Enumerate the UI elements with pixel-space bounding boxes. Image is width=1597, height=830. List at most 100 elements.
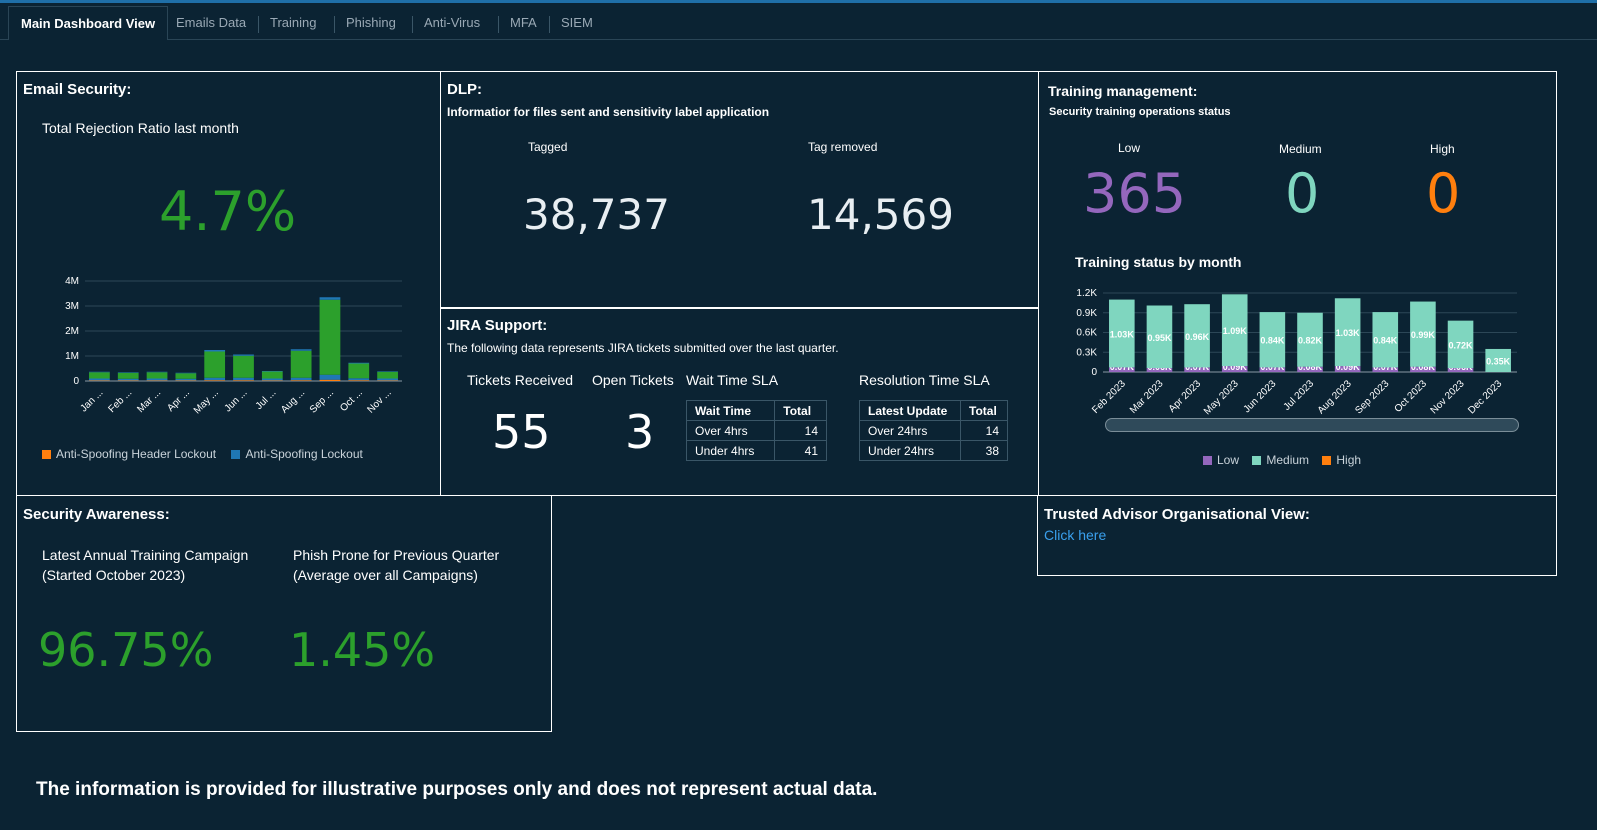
data-label: 0.84K: [1260, 336, 1285, 346]
y-tick-label: 4M: [65, 276, 79, 287]
tab-main-dashboard[interactable]: Main Dashboard View: [8, 6, 169, 40]
training-management-panel: Training management: Security training o…: [1038, 71, 1557, 496]
phish-prone-label: Phish Prone for Previous Quarter (Averag…: [293, 545, 499, 585]
high-value: 0: [1426, 162, 1461, 225]
bar-segment: [1334, 366, 1361, 372]
table-row: Over 4hrs 14: [685, 420, 827, 441]
disclaimer-footer: The information is provided for illustra…: [36, 779, 878, 800]
training-chart-title: Training status by month: [1075, 254, 1242, 270]
bar-segment: [233, 380, 254, 381]
bar-segment: [348, 362, 370, 364]
tab-mfa[interactable]: MFA: [510, 15, 537, 30]
bar-segment: [1297, 312, 1323, 367]
x-tick-label: Oct 2023: [1393, 378, 1430, 415]
bar-segment: [175, 380, 197, 381]
security-awareness-title: Security Awareness:: [23, 506, 170, 523]
bar-segment: [1297, 366, 1323, 372]
table-row: Under 4hrs 41: [685, 440, 827, 461]
x-tick-label: Dec 2023: [1466, 378, 1504, 416]
legend-header-lockout[interactable]: Anti-Spoofing Header Lockout: [42, 447, 216, 461]
bar-segment: [1334, 298, 1361, 367]
bar-segment: [261, 378, 283, 381]
tab-separator: [258, 16, 259, 33]
medium-label: Medium: [1279, 142, 1322, 156]
data-label: 0.82K: [1298, 336, 1323, 346]
data-label: 0.09K: [1336, 362, 1361, 372]
bar-segment: [290, 380, 312, 381]
x-tick-label: Apr ...: [165, 387, 192, 414]
email-security-title: Email Security:: [23, 81, 132, 98]
bar-segment: [204, 377, 226, 381]
x-tick-label: Feb 2023: [1090, 378, 1128, 416]
chart-range-scrollbar[interactable]: [1105, 418, 1519, 432]
bar-segment: [117, 372, 139, 373]
bar-segment: [261, 371, 283, 379]
tab-separator: [498, 16, 499, 33]
bar-segment: [117, 378, 139, 381]
data-label: 0.09K: [1223, 362, 1248, 372]
bar-segment: [348, 380, 370, 381]
training-subtitle: Security training operations status: [1049, 106, 1231, 118]
bar-segment: [175, 378, 197, 381]
tab-separator: [334, 16, 335, 33]
tab-bar: Main Dashboard View Emails Data Training…: [0, 3, 1597, 40]
x-tick-label: Nov 2023: [1429, 378, 1467, 416]
legend-lockout[interactable]: Anti-Spoofing Lockout: [231, 447, 363, 461]
x-tick-label: Mar ...: [135, 387, 163, 415]
bar-segment: [204, 350, 226, 352]
table-cell: Over 4hrs: [685, 420, 776, 441]
table-header[interactable]: Wait Time: [685, 400, 776, 421]
tag-removed-label: Tag removed: [808, 140, 878, 154]
low-value: 365: [1083, 162, 1187, 225]
x-tick-label: Jul ...: [254, 387, 279, 412]
bar-segment: [1259, 367, 1286, 372]
y-tick-label: 0.3K: [1076, 347, 1097, 358]
y-tick-label: 0.6K: [1076, 328, 1097, 339]
bar-segment: [261, 371, 283, 372]
dlp-subtitle: Informatior for files sent and sensitivi…: [447, 105, 770, 119]
data-label: 0.08K: [1411, 362, 1436, 372]
data-label: 1.09K: [1223, 326, 1248, 336]
high-label: High: [1430, 142, 1455, 156]
jira-panel: JIRA Support: The following data represe…: [440, 307, 1039, 496]
x-tick-label: Jun 2023: [1242, 378, 1279, 415]
campaign-label-line-2: (Started October 2023): [42, 567, 186, 583]
bar-segment: [377, 380, 398, 381]
tab-anti-virus[interactable]: Anti-Virus: [424, 15, 481, 30]
bar-segment: [204, 380, 226, 381]
legend-low[interactable]: Low: [1203, 453, 1239, 467]
email-security-panel: Email Security: Total Rejection Ratio la…: [16, 71, 441, 496]
y-tick-label: 1.2K: [1076, 288, 1097, 299]
legend-medium[interactable]: Medium: [1252, 453, 1309, 467]
table-header[interactable]: Total: [960, 400, 1008, 421]
y-tick-label: 2M: [65, 326, 79, 337]
campaign-value: 96.75%: [38, 623, 214, 677]
bar-segment: [233, 354, 254, 356]
x-tick-label: Jun ...: [223, 387, 250, 414]
legend-high[interactable]: High: [1322, 453, 1361, 467]
tab-siem[interactable]: SIEM: [561, 15, 593, 30]
data-label: 0.96K: [1185, 332, 1210, 342]
data-label: 0.72K: [1449, 340, 1474, 350]
tab-training[interactable]: Training: [270, 15, 317, 30]
bar-segment: [89, 380, 110, 381]
tab-emails-data[interactable]: Emails Data: [176, 15, 247, 30]
x-tick-label: Oct ...: [338, 387, 365, 414]
tab-separator: [412, 16, 413, 33]
bar-segment: [233, 377, 254, 381]
table-row: Over 24hrs 14: [858, 420, 1008, 441]
security-awareness-panel: Security Awareness: Latest Annual Traini…: [16, 495, 552, 732]
table-header[interactable]: Total: [774, 400, 827, 421]
legend-swatch-purple: [1203, 456, 1212, 466]
x-tick-label: Feb ...: [107, 387, 135, 415]
table-header[interactable]: Latest Update: [858, 400, 962, 421]
bar-segment: [377, 378, 398, 381]
bar-segment: [1109, 299, 1135, 368]
trusted-advisor-link[interactable]: Click here: [1044, 527, 1107, 543]
table-header-row: Wait Time Total: [685, 400, 827, 421]
tab-phishing[interactable]: Phishing: [346, 15, 396, 30]
wait-time-table: Wait Time Total Over 4hrs 14 Under 4hrs 41: [685, 400, 827, 461]
bar-segment: [377, 371, 398, 372]
bar-segment: [319, 374, 341, 380]
bar-segment: [146, 371, 168, 373]
